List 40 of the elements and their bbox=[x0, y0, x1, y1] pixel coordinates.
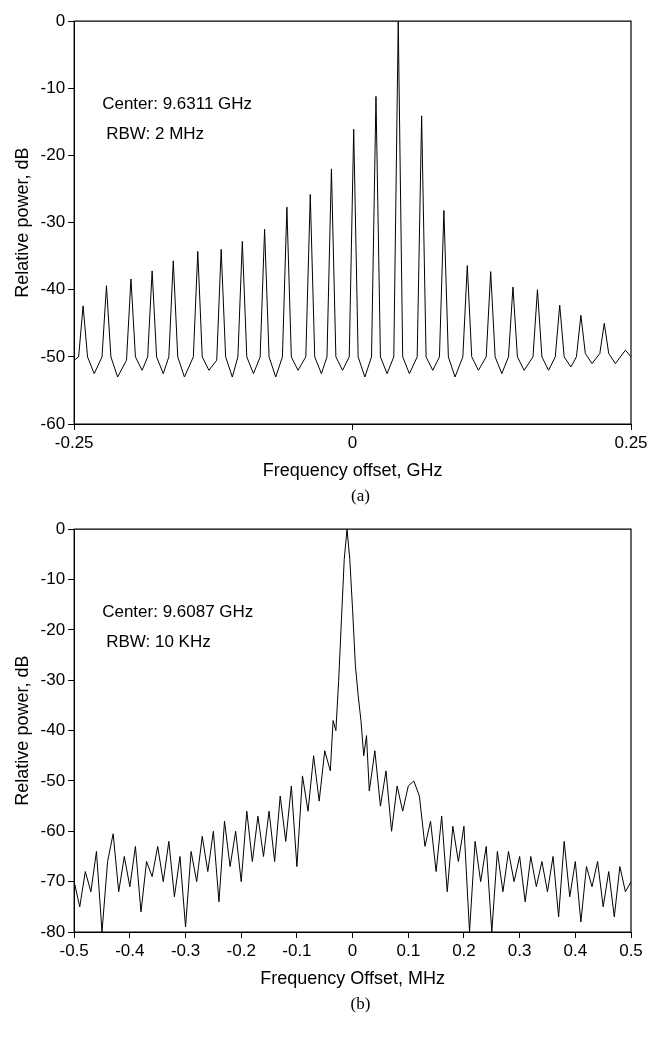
y-tick-label: -60 bbox=[40, 820, 66, 840]
y-tick-label: -30 bbox=[40, 212, 66, 232]
x-tick-label: 0.1 bbox=[396, 940, 421, 960]
y-tick-label: 0 bbox=[55, 518, 66, 538]
y-tick-label: -70 bbox=[40, 871, 66, 891]
y-tick-label: -40 bbox=[40, 279, 66, 299]
x-tick-label: -0.25 bbox=[54, 432, 94, 452]
x-tick-label: 0.25 bbox=[614, 432, 648, 452]
x-tick-label: 0.2 bbox=[452, 940, 476, 960]
y-axis-title: Relative power, dB bbox=[11, 655, 32, 806]
y-tick-label: -60 bbox=[40, 413, 66, 433]
x-tick-label: 0 bbox=[347, 432, 358, 452]
y-tick-label: -50 bbox=[40, 346, 66, 366]
y-tick-label: -50 bbox=[40, 770, 66, 790]
x-tick-label: -0.5 bbox=[59, 940, 89, 960]
y-axis-title: Relative power, dB bbox=[11, 147, 32, 298]
x-tick-label: 0.4 bbox=[563, 940, 588, 960]
x-tick-label: 0.5 bbox=[619, 940, 643, 960]
y-tick-label: -40 bbox=[40, 720, 66, 740]
annotation: Center: 9.6087 GHz bbox=[102, 602, 254, 622]
x-tick-label: 0 bbox=[347, 940, 358, 960]
y-tick-label: -20 bbox=[40, 145, 66, 165]
y-tick-label: -30 bbox=[40, 669, 66, 689]
text: (a) bbox=[350, 486, 371, 507]
text: (b) bbox=[349, 994, 372, 1015]
x-tick-label: 0.3 bbox=[507, 940, 532, 960]
x-tick-label: -0.2 bbox=[226, 940, 256, 960]
y-tick-label: -20 bbox=[40, 619, 66, 639]
y-tick-label: 0 bbox=[55, 10, 66, 30]
y-tick-label: -80 bbox=[40, 921, 66, 941]
y-tick-label: -10 bbox=[40, 569, 66, 589]
annotation: RBW: 2 MHz bbox=[106, 124, 205, 144]
x-tick-label: -0.1 bbox=[282, 940, 312, 960]
x-tick-label: -0.3 bbox=[170, 940, 201, 960]
y-tick-label: -10 bbox=[40, 78, 66, 98]
x-axis-title: Frequency offset, GHz bbox=[262, 460, 443, 481]
annotation: Center: 9.6311 GHz bbox=[102, 94, 253, 114]
x-axis-title: Frequency Offset, MHz bbox=[260, 968, 445, 989]
annotation: RBW: 10 KHz bbox=[106, 632, 211, 652]
x-tick-label: -0.4 bbox=[115, 940, 145, 960]
